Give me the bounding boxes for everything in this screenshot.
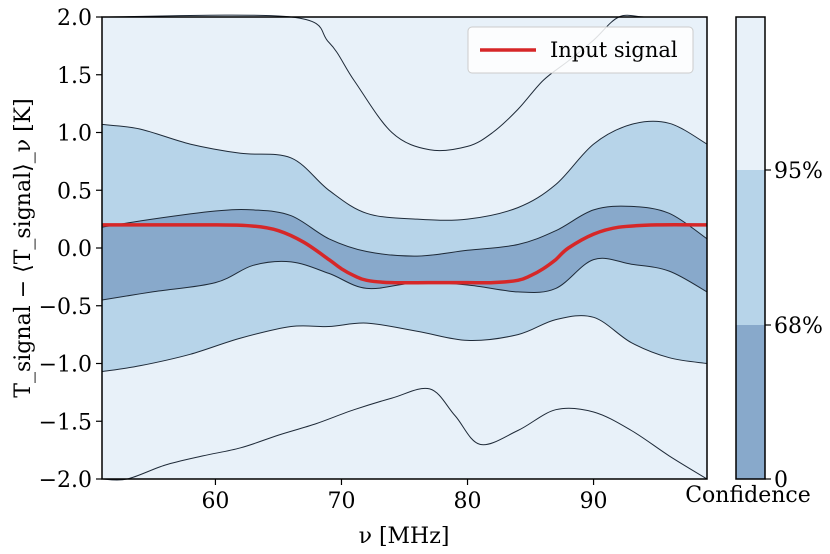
y-tick-label-1: 1.0 xyxy=(57,122,92,147)
band-95-lower-contour xyxy=(101,315,708,373)
band-68-upper-contour xyxy=(101,205,708,257)
y-tick-label-0.5: 0.5 xyxy=(57,179,92,204)
y-tick-label-2: 2.0 xyxy=(57,6,92,31)
y-tick-label--1: −1.0 xyxy=(39,353,92,378)
colorbar-tick-label-68: 68% xyxy=(774,314,823,339)
outer-bottom-contour xyxy=(101,387,708,481)
y-tick-label--1.5: −1.5 xyxy=(39,410,92,435)
band-95 xyxy=(102,121,707,372)
band-68 xyxy=(102,206,707,300)
x-tick-label-90: 90 xyxy=(580,489,608,514)
y-tick-label-1.5: 1.5 xyxy=(57,64,92,89)
legend: Input signal xyxy=(467,26,694,74)
y-axis-label: T_signal − ⟨T_signal⟩_ν [K] xyxy=(11,98,36,397)
colorbar-tick-label-0: 0 xyxy=(774,468,788,493)
input-signal-line xyxy=(101,222,708,285)
x-axis-label: ν [MHz] xyxy=(359,524,450,549)
y-tick-label-0: 0.0 xyxy=(57,237,92,262)
y-ticks: −2.0 −1.5 −1.0 −0.5 0.0 0.5 1.0 1.5 2.0 xyxy=(39,6,102,493)
colorbar: 95% 68% 0 Confidence xyxy=(685,16,823,508)
colorbar-tick-label-95: 95% xyxy=(774,159,823,184)
x-ticks: 60 70 80 90 xyxy=(201,479,608,514)
legend-signal-label: Input signal xyxy=(550,38,678,62)
band-95-upper-contour xyxy=(101,120,708,221)
legend-box xyxy=(467,26,694,74)
y-tick-label--2: −2.0 xyxy=(39,468,92,493)
colorbar-segment-68 xyxy=(736,325,765,479)
colorbar-segment-outer xyxy=(736,17,765,170)
outer-bottom-white-region xyxy=(102,388,707,481)
colorbar-segment-95 xyxy=(736,170,765,325)
y-tick-label--0.5: −0.5 xyxy=(39,295,92,320)
x-tick-label-80: 80 xyxy=(454,489,482,514)
colorbar-frame xyxy=(735,16,766,480)
x-tick-label-60: 60 xyxy=(201,489,229,514)
x-tick-label-70: 70 xyxy=(327,489,355,514)
plot-area xyxy=(101,14,708,481)
colorbar-label: Confidence xyxy=(685,483,811,508)
